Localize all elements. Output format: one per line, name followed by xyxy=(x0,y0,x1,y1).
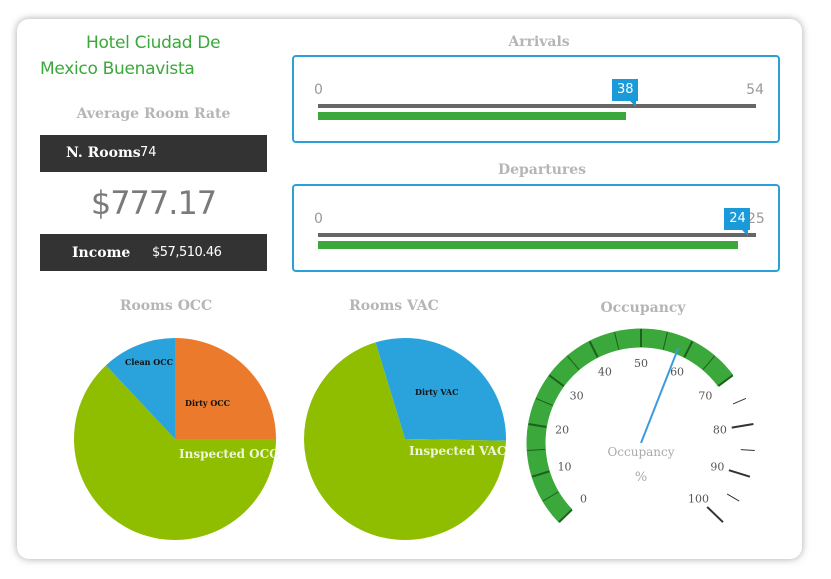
gauge-tick-label: 0 xyxy=(580,493,587,506)
arrivals-track xyxy=(318,104,756,108)
gauge-tick xyxy=(662,331,668,350)
gauge-tick-label: 30 xyxy=(570,390,584,403)
gauge-tick xyxy=(717,374,734,387)
rooms-vac-title: Rooms VAC xyxy=(349,298,439,314)
rooms-count-box: N. Rooms 74 xyxy=(40,135,267,172)
gauge-tick xyxy=(728,469,751,478)
gauge-tick xyxy=(732,397,747,405)
income-box: Income $57,510.46 xyxy=(40,234,267,271)
pie-label-inspected-vac: Inspected VAC xyxy=(409,444,506,458)
occupancy-title: Occupancy xyxy=(600,300,686,316)
average-room-rate-value: $777.17 xyxy=(90,184,217,222)
departures-track xyxy=(318,233,756,237)
departures-bar xyxy=(318,241,739,249)
arrivals-gauge: 0 54 38 xyxy=(292,55,780,143)
gauge-tick xyxy=(731,423,754,429)
gauge-tick xyxy=(528,423,547,428)
rooms-vac-pie: Dirty VAC Inspected VAC xyxy=(304,338,506,540)
departures-value-marker: 24 xyxy=(724,208,751,236)
pie-label-dirty-occ: Dirty OCC xyxy=(185,398,230,408)
gauge-tick-label: 20 xyxy=(555,424,569,437)
gauge-tick-label: 40 xyxy=(598,366,612,379)
income-label: Income xyxy=(72,245,131,261)
rooms-vac-slice-inspected-vac xyxy=(304,342,506,540)
departures-max: 25 xyxy=(747,211,765,227)
gauge-tick xyxy=(535,397,553,406)
arrivals-min: 0 xyxy=(314,82,323,98)
occupancy-needle xyxy=(640,347,680,444)
departures-min: 0 xyxy=(314,211,323,227)
income-value: $57,510.46 xyxy=(152,245,222,260)
gauge-tick xyxy=(527,448,546,452)
gauge-tick xyxy=(531,470,550,478)
arrivals-max: 54 xyxy=(746,82,764,98)
average-room-rate-title: Average Room Rate xyxy=(76,106,231,122)
gauge-tick xyxy=(567,355,580,370)
rooms-occ-slice-dirty-occ xyxy=(175,338,276,439)
rooms-occ-pie: Clean OCC Dirty OCC Inspected OCC xyxy=(74,338,279,540)
rooms-occ-slice-inspected-occ xyxy=(74,365,277,540)
rooms-count-value: 74 xyxy=(140,145,157,160)
occupancy-center-label: Occupancy xyxy=(607,445,674,459)
departures-gauge: 0 25 24 xyxy=(292,184,780,272)
gauge-tick xyxy=(706,506,724,523)
gauge-tick xyxy=(614,331,620,350)
gauge-tick-label: 60 xyxy=(670,366,684,379)
gauge-tick-label: 10 xyxy=(558,461,572,474)
occupancy-unit: % xyxy=(635,470,647,485)
arrivals-bar xyxy=(318,112,627,120)
pie-label-clean-occ: Clean OCC xyxy=(125,357,173,367)
gauge-tick xyxy=(683,340,694,358)
occupancy-gauge: 0 10 20 30 40 50 60 70 80 90 100 Occupancy % xyxy=(526,328,755,523)
arrivals-title: Arrivals xyxy=(508,34,570,50)
gauge-tick xyxy=(702,355,715,370)
rooms-occ-slice-clean-occ xyxy=(105,338,175,439)
gauge-tick xyxy=(740,449,755,452)
gauge-tick xyxy=(726,493,740,502)
gauge-tick xyxy=(558,508,573,523)
gauge-tick-label: 70 xyxy=(698,390,712,403)
gauge-tick xyxy=(548,374,565,387)
gauge-tick xyxy=(542,491,559,502)
pie-label-inspected-occ: Inspected OCC xyxy=(179,447,279,461)
hotel-name-line2: Mexico Buenavista xyxy=(40,59,195,79)
hotel-name-line1: Hotel Ciudad De xyxy=(86,33,221,53)
gauge-tick-label: 80 xyxy=(713,424,727,437)
rooms-count-label: N. Rooms xyxy=(66,145,141,161)
gauge-tick-label: 100 xyxy=(688,493,709,506)
gauge-tick xyxy=(588,340,599,358)
rooms-occ-title: Rooms OCC xyxy=(119,298,213,314)
gauge-tick-label: 50 xyxy=(634,357,648,370)
departures-title: Departures xyxy=(497,162,587,178)
gauge-tick-label: 90 xyxy=(710,461,724,474)
arrivals-value-marker: 38 xyxy=(612,79,639,107)
pie-label-dirty-vac: Dirty VAC xyxy=(415,387,458,397)
rooms-vac-slice-dirty-vac xyxy=(375,338,506,441)
